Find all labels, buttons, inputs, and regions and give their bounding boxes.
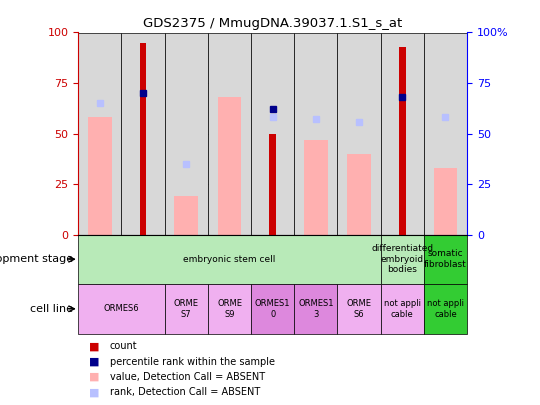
FancyBboxPatch shape [294, 33, 338, 235]
Title: GDS2375 / MmugDNA.39037.1.S1_s_at: GDS2375 / MmugDNA.39037.1.S1_s_at [143, 17, 402, 30]
FancyBboxPatch shape [165, 33, 208, 235]
FancyBboxPatch shape [424, 235, 467, 284]
FancyBboxPatch shape [381, 284, 424, 334]
Bar [174, 196, 198, 235]
Text: not appli
cable: not appli cable [427, 299, 464, 318]
FancyBboxPatch shape [208, 284, 251, 334]
Bar [347, 154, 371, 235]
Text: count: count [110, 341, 137, 351]
Text: value, Detection Call = ABSENT: value, Detection Call = ABSENT [110, 372, 265, 382]
Text: cell line: cell line [30, 304, 73, 314]
Bar [269, 134, 276, 235]
FancyBboxPatch shape [381, 33, 424, 235]
Text: embryonic stem cell: embryonic stem cell [183, 255, 276, 264]
FancyBboxPatch shape [78, 235, 381, 284]
FancyBboxPatch shape [122, 33, 165, 235]
Text: ORMES6: ORMES6 [104, 304, 139, 313]
Bar [399, 47, 406, 235]
FancyBboxPatch shape [251, 33, 294, 235]
Text: ■: ■ [89, 388, 99, 397]
FancyBboxPatch shape [424, 33, 467, 235]
Bar [140, 43, 146, 235]
Text: ■: ■ [89, 341, 99, 351]
Text: development stage: development stage [0, 254, 73, 264]
FancyBboxPatch shape [424, 284, 467, 334]
Text: ■: ■ [89, 357, 99, 367]
Text: ORMES1
0: ORMES1 0 [255, 299, 291, 318]
Text: ORMES1
3: ORMES1 3 [298, 299, 334, 318]
FancyBboxPatch shape [165, 284, 208, 334]
Text: differentiated
embryoid
bodies: differentiated embryoid bodies [371, 244, 434, 274]
Bar [434, 168, 457, 235]
Text: percentile rank within the sample: percentile rank within the sample [110, 357, 275, 367]
FancyBboxPatch shape [381, 235, 424, 284]
Text: somatic
fibroblast: somatic fibroblast [424, 249, 467, 269]
FancyBboxPatch shape [78, 284, 165, 334]
FancyBboxPatch shape [78, 33, 122, 235]
FancyBboxPatch shape [251, 284, 294, 334]
Text: ORME
S9: ORME S9 [217, 299, 242, 318]
FancyBboxPatch shape [338, 33, 381, 235]
Text: ORME
S7: ORME S7 [174, 299, 199, 318]
Text: ORME
S6: ORME S6 [347, 299, 372, 318]
FancyBboxPatch shape [338, 284, 381, 334]
Bar [304, 140, 328, 235]
FancyBboxPatch shape [294, 284, 338, 334]
Bar [88, 117, 112, 235]
Text: ■: ■ [89, 372, 99, 382]
Bar [218, 97, 241, 235]
FancyBboxPatch shape [208, 33, 251, 235]
Text: rank, Detection Call = ABSENT: rank, Detection Call = ABSENT [110, 388, 260, 397]
Text: not appli
cable: not appli cable [384, 299, 421, 318]
